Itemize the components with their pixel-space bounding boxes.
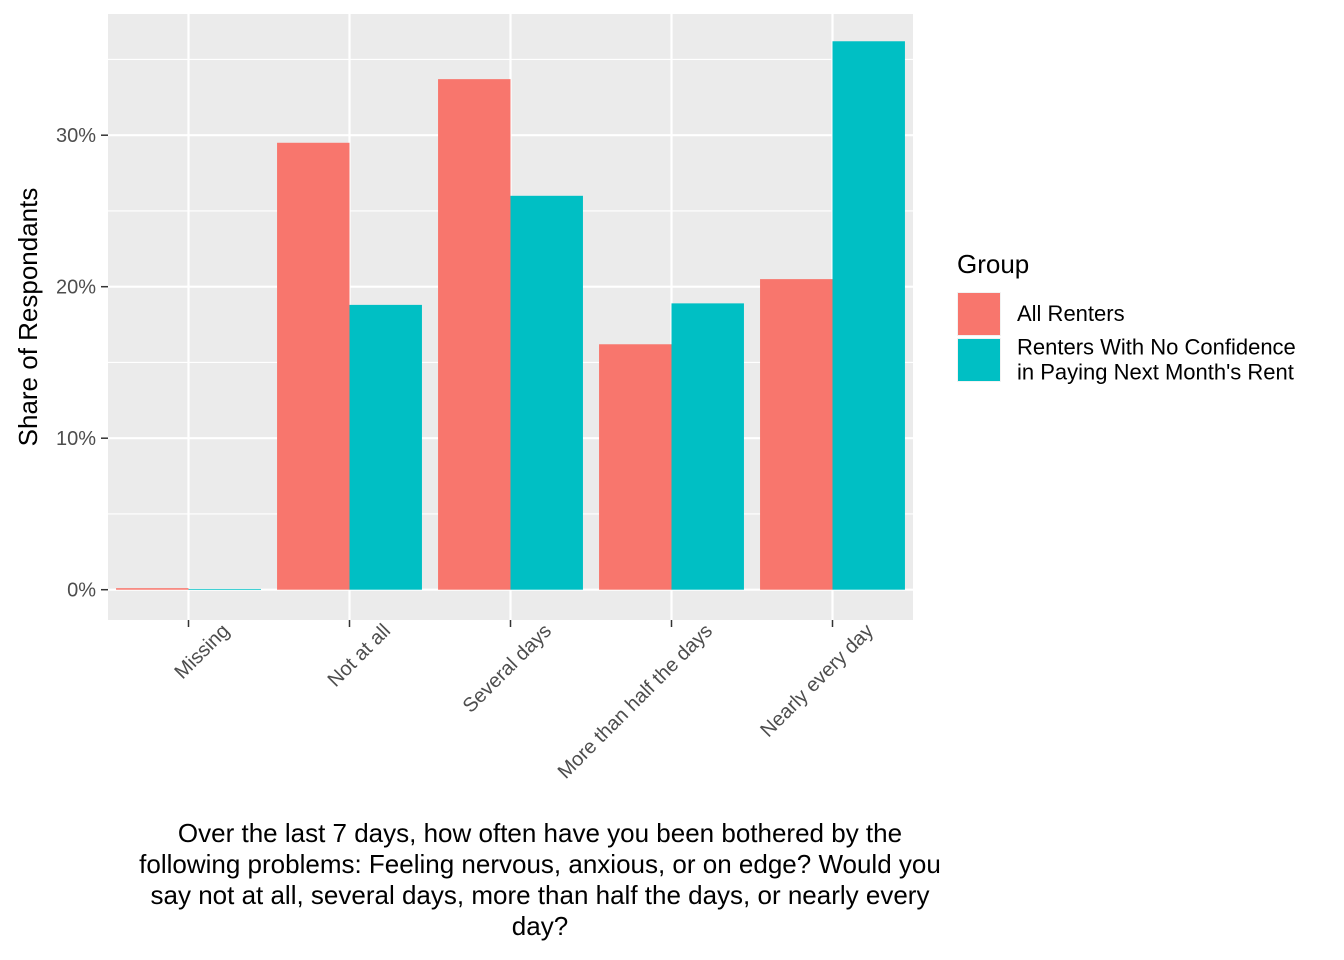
- y-axis-ticks: 0% 10% 20% 30%: [56, 125, 108, 602]
- legend-label: All Renters: [1017, 301, 1125, 326]
- legend-label: in Paying Next Month's Rent: [1017, 360, 1294, 385]
- y-tick-label: 0%: [67, 580, 96, 602]
- legend-key: [958, 293, 1000, 335]
- bar: [832, 41, 905, 590]
- y-axis-title: Share of Respondants: [13, 188, 43, 447]
- x-axis-title-line: day?: [511, 911, 569, 941]
- bar: [760, 279, 833, 590]
- legend-title: Group: [957, 249, 1029, 279]
- y-tick-label: 20%: [56, 277, 96, 299]
- legend: Group All Renters Renters With No Confide…: [957, 249, 1296, 385]
- x-tick-label: Nearly every day: [756, 620, 878, 742]
- x-tick-label: More than half the days: [554, 620, 717, 783]
- x-axis-title-line: say not at all, several days, more than …: [150, 880, 930, 910]
- x-tick-label: Not at all: [324, 620, 395, 691]
- legend-label: Renters With No Confidence: [1017, 335, 1296, 360]
- bar: [510, 195, 583, 590]
- bar: [671, 303, 744, 590]
- x-tick-label: Several days: [459, 620, 556, 717]
- bar: [116, 588, 189, 590]
- bars: [116, 41, 905, 590]
- bar: [277, 142, 350, 590]
- bar: [438, 79, 511, 590]
- x-axis-title: Over the last 7 days, how often have you…: [60, 818, 1020, 942]
- y-tick-label: 10%: [56, 428, 96, 450]
- x-tick-label: Missing: [171, 620, 234, 683]
- x-axis-title-line: Over the last 7 days, how often have you…: [177, 818, 903, 848]
- bar: [349, 304, 422, 590]
- y-tick-label: 30%: [56, 125, 96, 147]
- bar: [188, 588, 261, 590]
- legend-key: [958, 339, 1000, 381]
- bar: [599, 344, 672, 590]
- x-axis-title-line: following problems: Feeling nervous, anx…: [139, 849, 941, 879]
